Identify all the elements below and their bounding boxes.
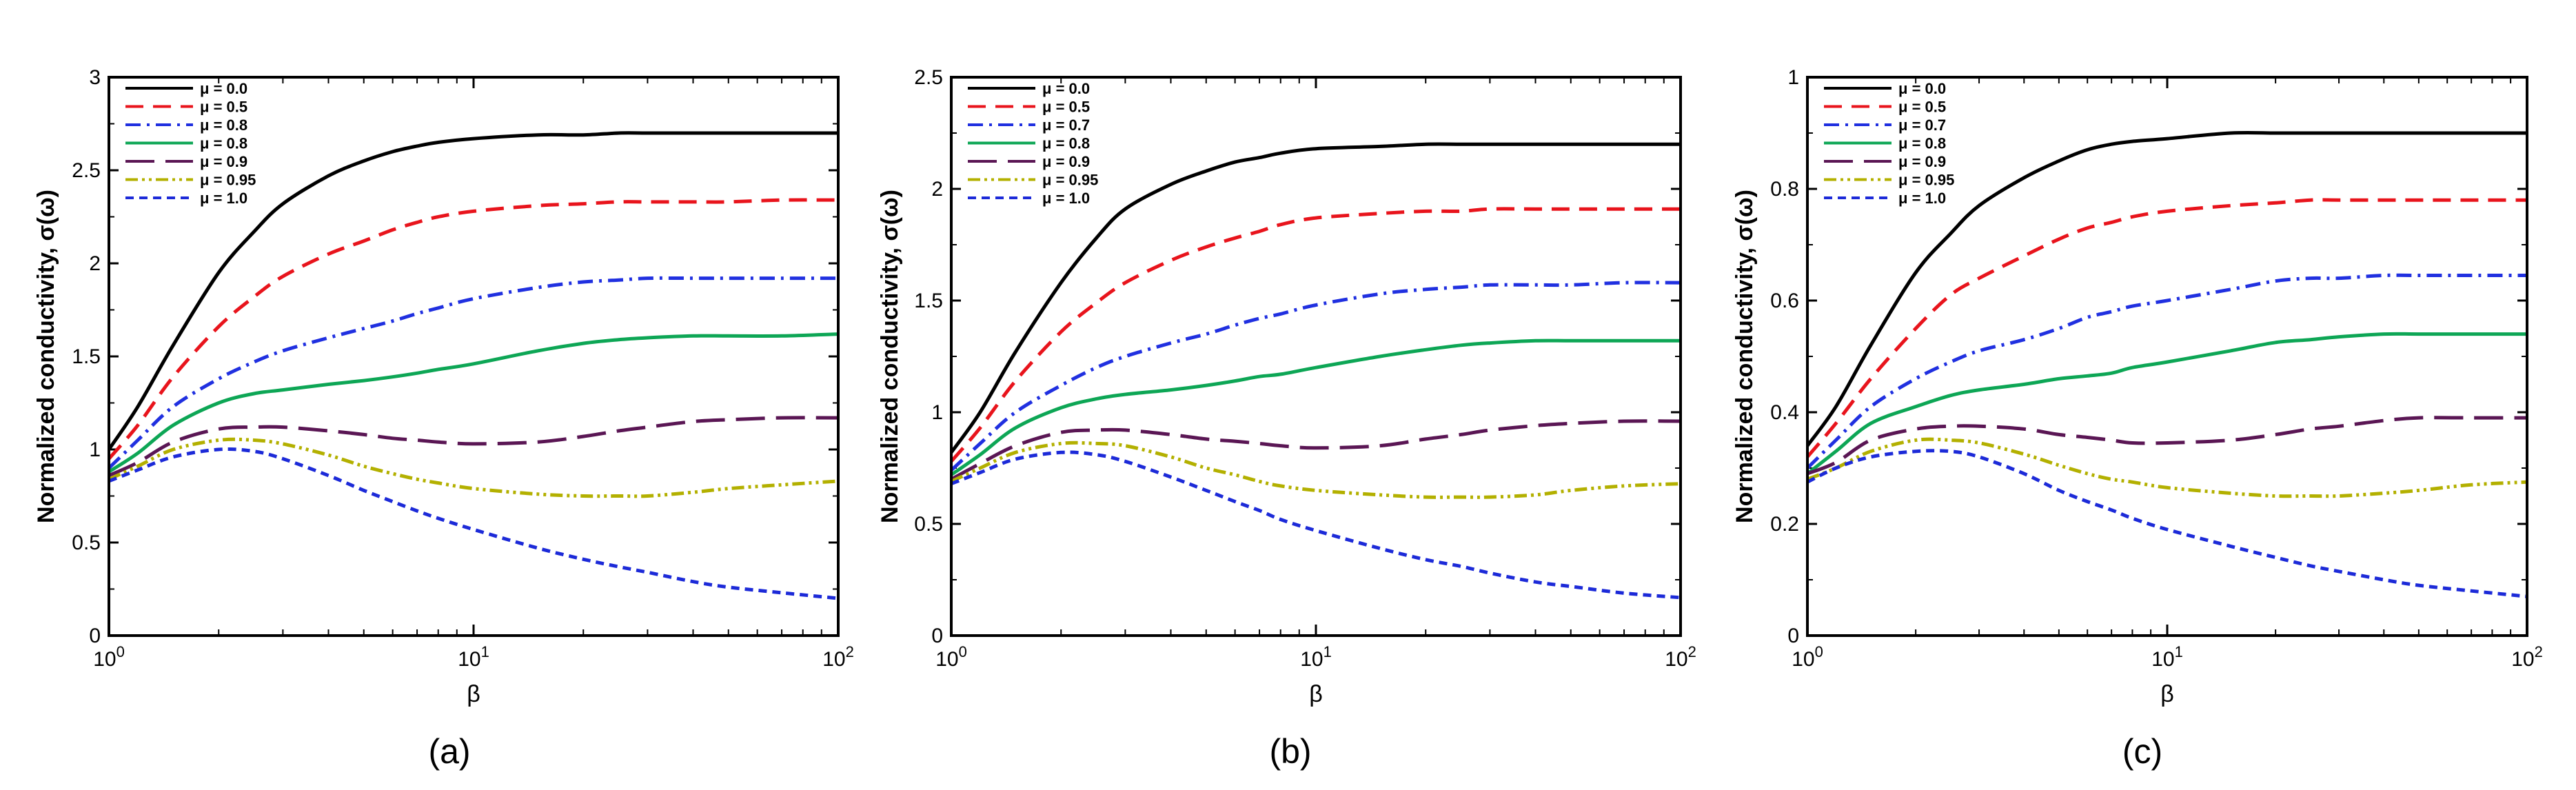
y-tick-label: 0: [89, 625, 101, 647]
legend-label-3: μ = 0.7: [1898, 117, 1946, 134]
x-tick-label: 102: [2511, 643, 2543, 671]
x-tick-label: 100: [935, 643, 967, 671]
legend-label-6: μ = 0.95: [1898, 172, 1954, 189]
x-axis-label: β: [467, 681, 480, 707]
legend-label-4: μ = 0.8: [200, 135, 247, 152]
series-line-4: [951, 338, 1681, 476]
y-tick-label: 3: [89, 66, 101, 89]
series-line-3: [951, 281, 1681, 472]
legend: μ = 0.0 μ = 0.5μ = 0.7μ = 0.8μ = 0.9 μ = 0…: [1824, 80, 1954, 207]
series-group: [109, 131, 838, 600]
y-tick-label: 0.2: [1770, 513, 1799, 536]
series-line-4: [109, 332, 838, 474]
y-axis-label: Normalized conductivity, σ(ω): [877, 190, 903, 523]
series-line-6: [1807, 437, 2527, 498]
x-tick-label: 100: [93, 643, 125, 671]
legend-label-2: μ = 0.5: [200, 99, 247, 116]
y-tick-label: 0.5: [72, 531, 101, 554]
x-tick-label: 101: [458, 643, 489, 671]
y-axis-label: Normalized conductivity, σ(ω): [1732, 190, 1758, 523]
legend-label-7: μ = 1.0: [1042, 190, 1090, 207]
y-tick-label: 0.5: [914, 513, 943, 536]
y-tick-label: 2.5: [914, 66, 943, 89]
legend-label-1: μ = 0.0: [1042, 80, 1090, 97]
legend-label-4: μ = 0.8: [1042, 135, 1090, 152]
legend-label-5: μ = 0.9: [1898, 153, 1946, 170]
series-line-6: [951, 440, 1681, 499]
legend-label-1: μ = 0.0: [1898, 80, 1946, 97]
panel-caption: (c): [2122, 732, 2162, 771]
x-axis-label: β: [1309, 681, 1323, 707]
legend-label-7: μ = 1.0: [200, 190, 247, 207]
x-tick-label: 102: [822, 643, 854, 671]
series-line-7: [109, 447, 838, 600]
y-tick-label: 1: [931, 401, 943, 424]
x-axis-label: β: [2160, 681, 2174, 707]
legend-label-5: μ = 0.9: [200, 153, 247, 170]
series-line-7: [1807, 449, 2527, 598]
plot-frame: [108, 76, 840, 637]
plot-frame: [950, 76, 1682, 637]
panel-caption: (b): [1269, 732, 1311, 771]
legend-label-2: μ = 0.5: [1898, 99, 1946, 116]
y-tick-label: 2.5: [72, 159, 101, 182]
y-tick-label: 0.6: [1770, 290, 1799, 312]
legend-label-1: μ = 0.0: [200, 80, 247, 97]
legend-label-3: μ = 0.8: [200, 117, 247, 134]
series-line-1: [951, 142, 1681, 454]
x-tick-label: 101: [1300, 643, 1332, 671]
x-tick-label: 101: [2151, 643, 2183, 671]
series-line-3: [109, 276, 838, 469]
y-tick-label: 2: [931, 178, 943, 201]
y-tick-label: 0: [931, 625, 943, 647]
x-tick-label: 100: [1792, 643, 1823, 671]
y-axis-label: Normalized conductivity, σ(ω): [33, 190, 59, 523]
y-tick-label: 0.8: [1770, 178, 1799, 201]
legend: μ = 0.0μ = 0.5μ = 0.8μ = 0.8μ = 0.9μ = 0…: [125, 80, 256, 207]
y-tick-label: 1: [89, 438, 101, 461]
series-line-5: [951, 419, 1681, 481]
series-group: [951, 142, 1681, 600]
legend-label-6: μ = 0.95: [1042, 172, 1098, 189]
series-line-6: [109, 437, 838, 498]
series-line-1: [1807, 130, 2527, 447]
legend: μ = 0.0 μ = 0.5μ = 0.7μ = 0.8μ = 0.9 μ = 0…: [968, 80, 1098, 207]
x-tick-label: 102: [1665, 643, 1696, 671]
series-line-7: [951, 450, 1681, 600]
series-line-1: [109, 131, 838, 451]
series-line-5: [1807, 416, 2527, 476]
legend-label-7: μ = 1.0: [1898, 190, 1946, 207]
legend-label-4: μ = 0.8: [1898, 135, 1946, 152]
series-line-2: [951, 207, 1681, 463]
series-line-2: [109, 198, 838, 460]
legend-label-2: μ = 0.5: [1042, 99, 1090, 116]
plot-frame: [1806, 76, 2528, 637]
y-tick-label: 2: [89, 252, 101, 275]
series-line-5: [109, 416, 838, 478]
series-line-2: [1807, 198, 2527, 458]
series-group: [1807, 130, 2527, 598]
legend-label-5: μ = 0.9: [1042, 153, 1090, 170]
legend-label-6: μ = 0.95: [200, 172, 256, 189]
y-tick-label: 0: [1787, 625, 1799, 647]
y-tick-label: 1.5: [914, 290, 943, 312]
series-line-4: [1807, 332, 2527, 476]
panel-caption: (a): [428, 732, 470, 771]
y-tick-label: 1: [1787, 66, 1799, 89]
y-tick-label: 0.4: [1770, 401, 1799, 424]
legend-label-3: μ = 0.7: [1042, 117, 1090, 134]
y-tick-label: 1.5: [72, 345, 101, 368]
